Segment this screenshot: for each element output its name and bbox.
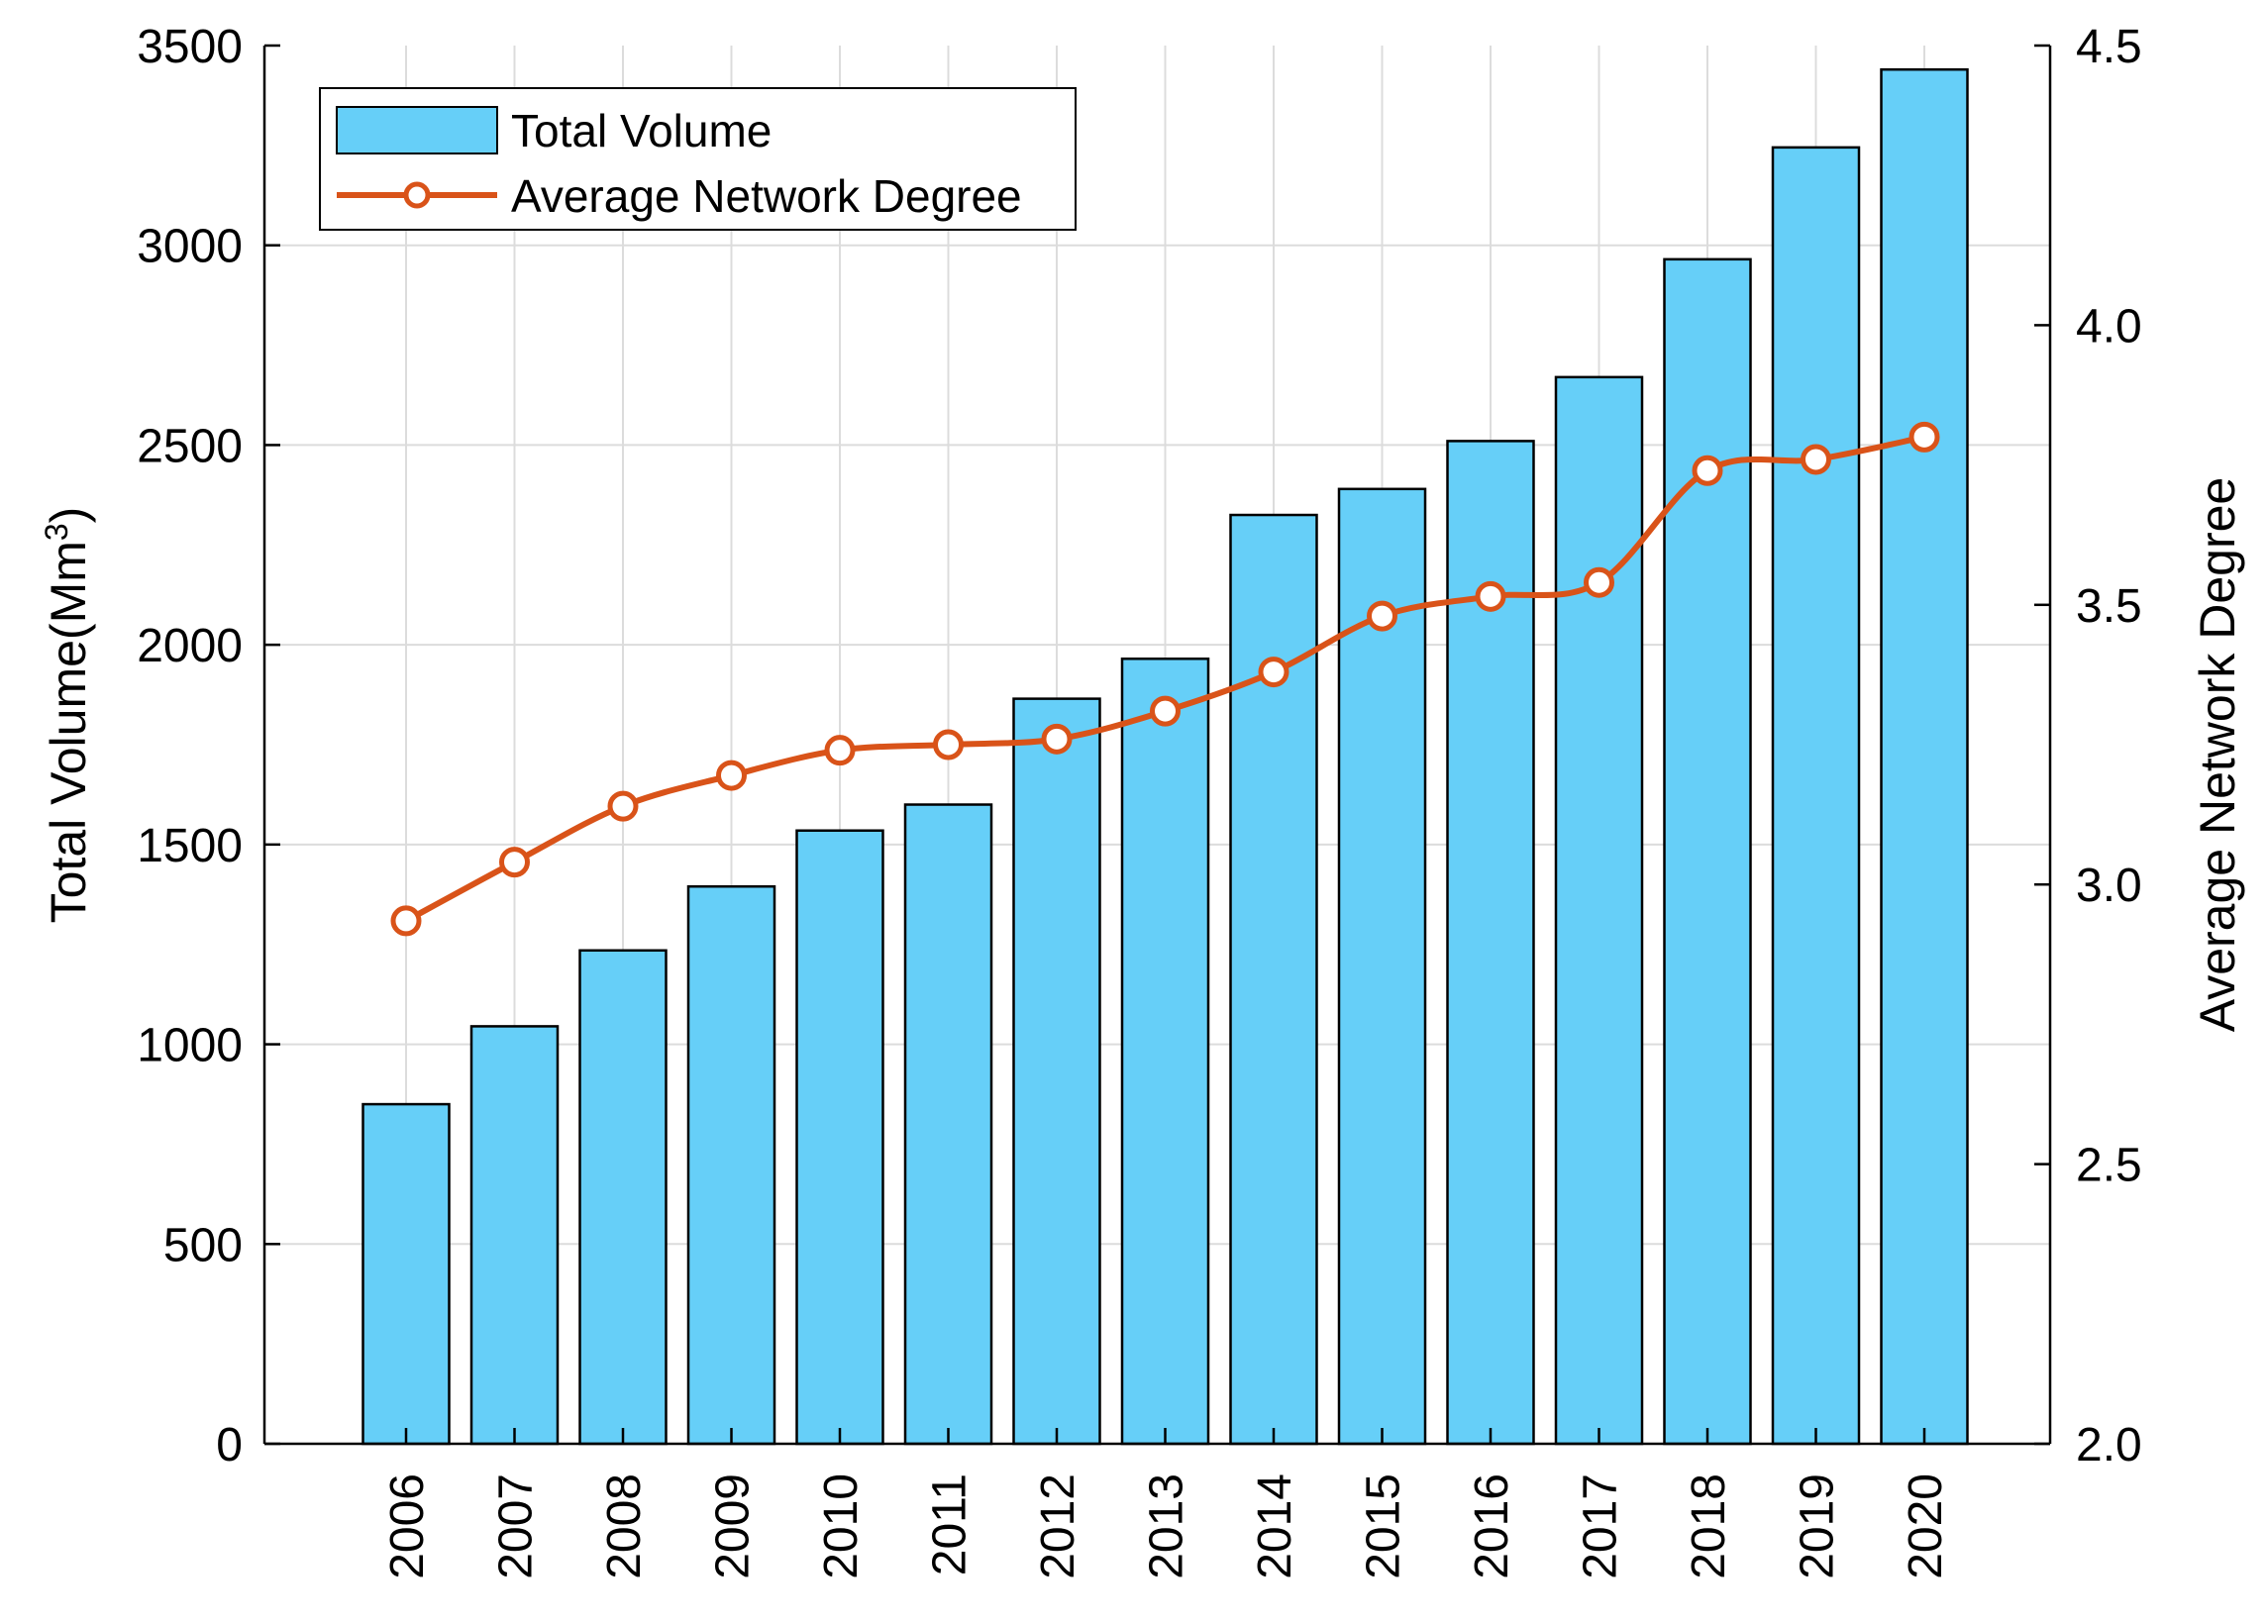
left-axis-title-close: ) [41,507,96,524]
left-tick-label: 0 [216,1419,243,1472]
right-tick-label: 4.0 [2076,300,2142,353]
left-tick-label: 1000 [137,1020,243,1072]
bar-2013 [1120,658,1210,1446]
line-point-2008 [607,790,639,822]
x-tick-label-2008: 2008 [598,1473,651,1579]
x-tick-label-2012: 2012 [1032,1473,1084,1579]
left-tick-label: 3500 [137,21,243,73]
x-tick-label-2007: 2007 [490,1473,543,1579]
right-tick-label: 3.0 [2076,860,2142,912]
line-point-2013 [1150,695,1181,727]
left-axis-title: Total Volume(Mm3) [39,507,96,924]
line-point-2015 [1367,600,1397,632]
bar-2019 [1771,146,1861,1446]
left-axis-ticks: 0 500 1000 1500 2000 2500 3000 3500 [137,21,280,1472]
line-point-2020 [1908,421,1940,453]
line-point-2010 [824,735,856,766]
x-tick-label-2016: 2016 [1466,1473,1518,1579]
legend-bar-swatch [336,106,498,154]
line-point-2017 [1584,566,1614,598]
x-tick-label-2013: 2013 [1141,1473,1193,1579]
line-point-2011 [933,729,964,761]
bar-2006 [361,1102,451,1446]
line-point-2007 [499,847,530,878]
bar-2017 [1554,375,1644,1446]
x-tick-label-2010: 2010 [815,1473,868,1579]
bar-2010 [795,829,884,1446]
legend-entry-total-volume: Total Volume [511,105,772,156]
right-tick-label: 2.5 [2076,1140,2142,1192]
legend-line-marker [403,181,431,209]
line-point-2018 [1692,455,1723,486]
left-tick-label: 3000 [137,221,243,273]
right-tick-label: 2.0 [2076,1419,2142,1472]
x-tick-label-2019: 2019 [1792,1473,1844,1579]
left-tick-label: 2000 [137,620,243,672]
x-tick-label-2009: 2009 [707,1473,760,1579]
line-point-2014 [1258,657,1289,688]
right-tick-label: 3.5 [2076,580,2142,633]
bar-2020 [1880,67,1969,1446]
bar-2018 [1663,257,1752,1446]
line-point-2016 [1475,580,1506,612]
bar-2008 [578,949,668,1446]
bar-2007 [469,1025,560,1446]
bar-2015 [1337,487,1427,1446]
bar-series [361,67,1969,1446]
left-tick-label: 500 [163,1219,243,1271]
axes [262,46,2052,1446]
x-tick-label-2011: 2011 [924,1473,977,1575]
bar-2012 [1012,697,1101,1446]
x-tick-label-2015: 2015 [1358,1473,1410,1579]
line-point-2012 [1041,723,1073,755]
legend-entry-average-network-degree: Average Network Degree [511,170,1022,222]
left-axis-title-main: Total Volume(Mm [41,541,96,923]
x-tick-label-2006: 2006 [381,1473,434,1579]
legend: Total Volume Average Network Degree [319,87,1077,231]
x-tick-label-2020: 2020 [1900,1473,1952,1579]
line-point-2009 [716,760,747,791]
x-tick-label-2018: 2018 [1683,1473,1735,1579]
line-series [390,421,1940,937]
right-axis-title: Average Network Degree [2190,477,2245,1032]
line-point-2019 [1801,444,1831,475]
bar-2011 [903,803,993,1446]
left-tick-label: 1500 [137,820,243,872]
left-tick-label: 2500 [137,420,243,472]
x-tick-label-2014: 2014 [1249,1473,1301,1579]
left-axis-title-sup: 3 [39,523,74,541]
right-axis-ticks: 2.0 2.5 3.0 3.5 4.0 4.5 [2034,21,2142,1472]
right-tick-label: 4.5 [2076,21,2142,73]
line-point-2006 [390,905,422,937]
bar-2009 [686,884,776,1446]
x-axis-ticks: 2006 2007 2008 2009 2010 2011 2012 2013 2014 2015… [381,1428,1952,1579]
x-tick-label-2017: 2017 [1575,1473,1627,1579]
